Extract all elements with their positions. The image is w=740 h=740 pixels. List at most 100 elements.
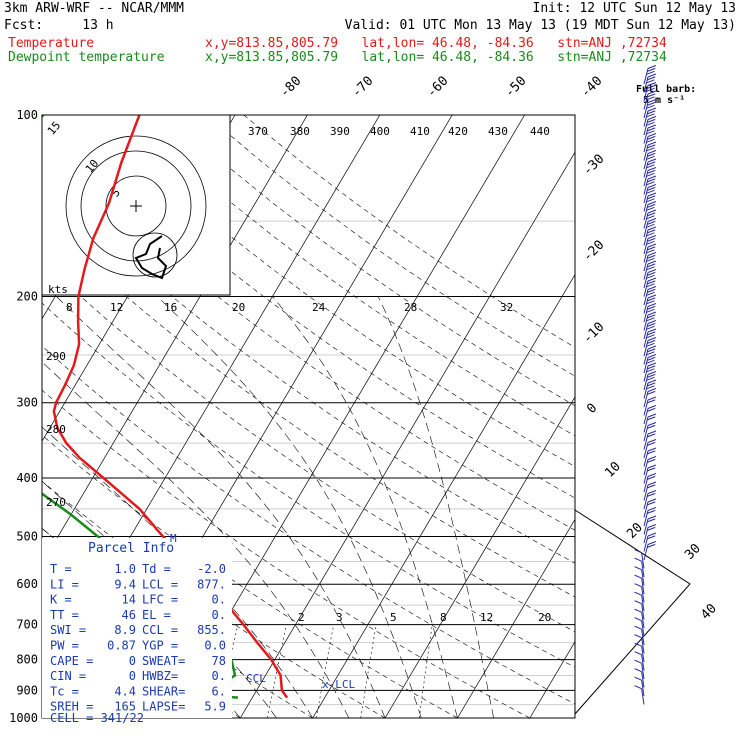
pressure-label: 500: [16, 529, 38, 543]
barb-flag: [647, 226, 657, 231]
speed-label: 8: [66, 301, 73, 314]
barb-flag: [647, 473, 657, 477]
wind-barb: [643, 158, 657, 178]
mixing-ratio-label: 5: [390, 611, 397, 624]
barb-flag: [647, 158, 657, 163]
barb-flag: [647, 322, 656, 327]
barb-shaft: [641, 654, 645, 671]
barb-flag: [646, 351, 655, 356]
parcel-param-value: 877.: [197, 577, 226, 591]
wind-barb: [634, 608, 645, 629]
parcel-param-value: 5.9: [204, 700, 226, 714]
wind-barb: [643, 405, 657, 425]
parcel-param-value: 0: [129, 654, 136, 668]
barb-flag: [646, 155, 655, 160]
barb-flag: [647, 541, 657, 545]
dry-adiabat: [243, 115, 575, 348]
barb-flag: [646, 317, 655, 322]
parcel-info-title: Parcel Info: [88, 541, 174, 556]
theta-label: 370: [248, 125, 268, 138]
barb-flag: [647, 141, 657, 146]
barb-shaft: [641, 552, 645, 569]
wind-barb: [634, 668, 645, 688]
parcel-param-name: Tc =: [50, 684, 79, 698]
isotherm-label: -50: [502, 74, 529, 101]
moist-adiabat: [42, 480, 277, 718]
isotherm: [457, 518, 575, 718]
parcel-param-name: PW =: [50, 639, 79, 653]
wind-barb: [643, 388, 657, 408]
barb-flag: [647, 543, 656, 548]
wind-barb: [643, 532, 657, 552]
barb-flag: [647, 314, 656, 319]
cell-motion: CELL = 341/22: [50, 711, 144, 725]
barb-flag: [647, 90, 657, 95]
parcel-param-value: 855.: [197, 623, 226, 637]
wind-barb: [634, 651, 645, 671]
parcel-param-name: EL =: [142, 608, 171, 622]
barb-flag: [647, 73, 657, 78]
wind-barb: [643, 192, 657, 212]
wind-barb: [643, 303, 657, 323]
barb-flag: [647, 152, 656, 157]
isotherm-label: -60: [424, 74, 451, 101]
dewpoint-legend: Dewpoint temperature: [8, 50, 165, 65]
wind-barb: [643, 464, 657, 484]
plot-frame: [41, 114, 576, 719]
barb-flag: [634, 591, 642, 596]
wind-barb: [643, 277, 657, 297]
barb-flag: [646, 257, 655, 262]
barb-flag: [647, 373, 656, 378]
barb-flag: [646, 359, 655, 364]
temperature-profile: [52, 115, 289, 699]
barb-flag: [647, 118, 656, 123]
hodograph-ring-0: [65, 135, 207, 277]
ccl-marker: CCL: [246, 672, 266, 685]
parcel-param-name: CIN =: [50, 669, 86, 683]
wind-barb: [643, 184, 657, 204]
barb-shaft: [641, 561, 645, 578]
barb-flag: [647, 475, 656, 480]
wind-barb: [643, 328, 657, 348]
barb-flag: [647, 362, 657, 367]
barb-flag: [647, 263, 656, 268]
barb-flag: [647, 101, 656, 106]
parcel-param-value: 4.4: [114, 684, 136, 698]
wind-barb: [643, 490, 657, 510]
isotherm-label: 0: [584, 401, 600, 417]
barb-flag: [647, 269, 657, 273]
barb-flag: [646, 274, 655, 279]
barb-flag: [646, 368, 655, 373]
dry-adiabat: [42, 302, 575, 668]
parcel-param-value: 8.9: [114, 623, 136, 637]
barb-flag: [634, 583, 642, 588]
barb-flag: [646, 376, 655, 381]
barb-flag: [647, 186, 656, 191]
barb-flag: [634, 617, 642, 622]
isotherm: [312, 273, 575, 718]
barb-flag: [647, 490, 657, 494]
hodograph-storm-circle: [132, 232, 178, 278]
parcel-param-name: YGP =: [142, 639, 178, 653]
barb-flag: [646, 215, 655, 220]
wind-barb: [643, 337, 657, 357]
pressure-label: 900: [16, 683, 38, 697]
isotherm-label: 30: [682, 541, 704, 563]
barb-flag: [646, 206, 655, 211]
isotherm-label: 20: [624, 520, 646, 542]
wind-barb: [643, 218, 657, 238]
barb-flag: [647, 365, 656, 370]
barb-flag: [647, 348, 656, 353]
barb-flag: [646, 138, 655, 143]
barb-flag: [647, 212, 656, 217]
barb-shaft: [641, 680, 645, 697]
barb-flag: [646, 130, 655, 135]
barb-flag: [646, 334, 655, 339]
wind-barb: [634, 625, 645, 646]
temperature-location: x,y=813.85,805.79 lat,lon= 46.48, -84.36…: [205, 36, 667, 51]
barb-flag: [647, 167, 657, 171]
barb-flag: [647, 331, 656, 336]
dry-adiabat: [206, 115, 575, 377]
barb-flag: [634, 549, 642, 554]
wind-barb: [643, 226, 657, 246]
